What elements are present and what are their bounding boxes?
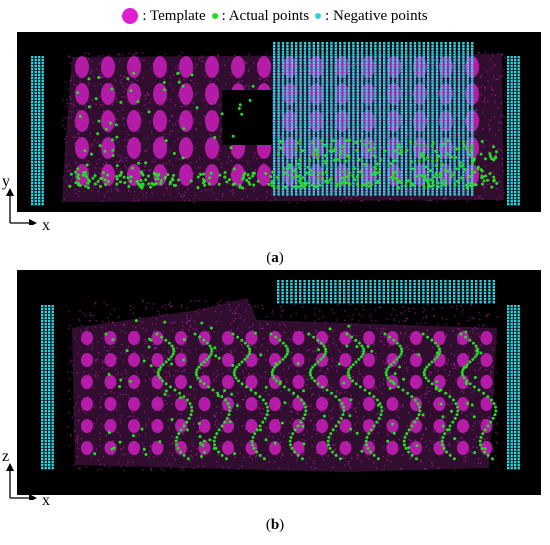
legend-actual-label: : Actual points — [221, 7, 310, 24]
negative-marker-icon — [315, 13, 322, 19]
actual-points — [68, 71, 499, 190]
panel-b-xz-view — [17, 270, 541, 495]
panel-a-xy-view — [17, 32, 541, 212]
actual-points — [93, 319, 498, 461]
axis-label-x: x — [42, 217, 50, 234]
caption-a-letter: a — [271, 250, 279, 266]
panel-a-point-cloud — [31, 42, 520, 206]
caption-b-close: ) — [279, 517, 285, 533]
legend-template-label: : Template — [142, 7, 206, 24]
caption-b-letter: b — [270, 517, 280, 533]
axis-label-y: y — [2, 173, 10, 190]
axes-indicator-b: z x — [0, 448, 50, 509]
legend-negative: : Negative points — [315, 7, 428, 25]
axis-label-x: x — [42, 492, 50, 509]
legend-actual: : Actual points — [211, 7, 310, 25]
template-marker-icon — [122, 8, 139, 24]
template-haze — [67, 300, 499, 472]
caption-b-open: ( — [265, 517, 271, 533]
empty-region — [222, 90, 272, 145]
legend-template: : Template — [122, 7, 206, 25]
caption-b: (b) — [0, 517, 550, 534]
caption-a: (a) — [0, 250, 550, 267]
caption-a-close: ) — [278, 250, 284, 266]
caption-a-open: ( — [266, 250, 272, 266]
negative-grid-right — [507, 305, 520, 470]
axes-indicator-a: y x — [0, 173, 50, 234]
actual-marker-icon — [211, 13, 218, 19]
axis-label-z: z — [2, 448, 10, 465]
negative-grid-left — [41, 305, 54, 470]
legend: : Template : Actual points : Negative po… — [0, 4, 550, 28]
panel-b-point-cloud — [41, 280, 520, 472]
negative-grid-right — [507, 56, 520, 206]
negative-grid-left — [31, 56, 44, 206]
negative-grid-top — [277, 280, 495, 304]
legend-negative-label: : Negative points — [325, 7, 428, 24]
